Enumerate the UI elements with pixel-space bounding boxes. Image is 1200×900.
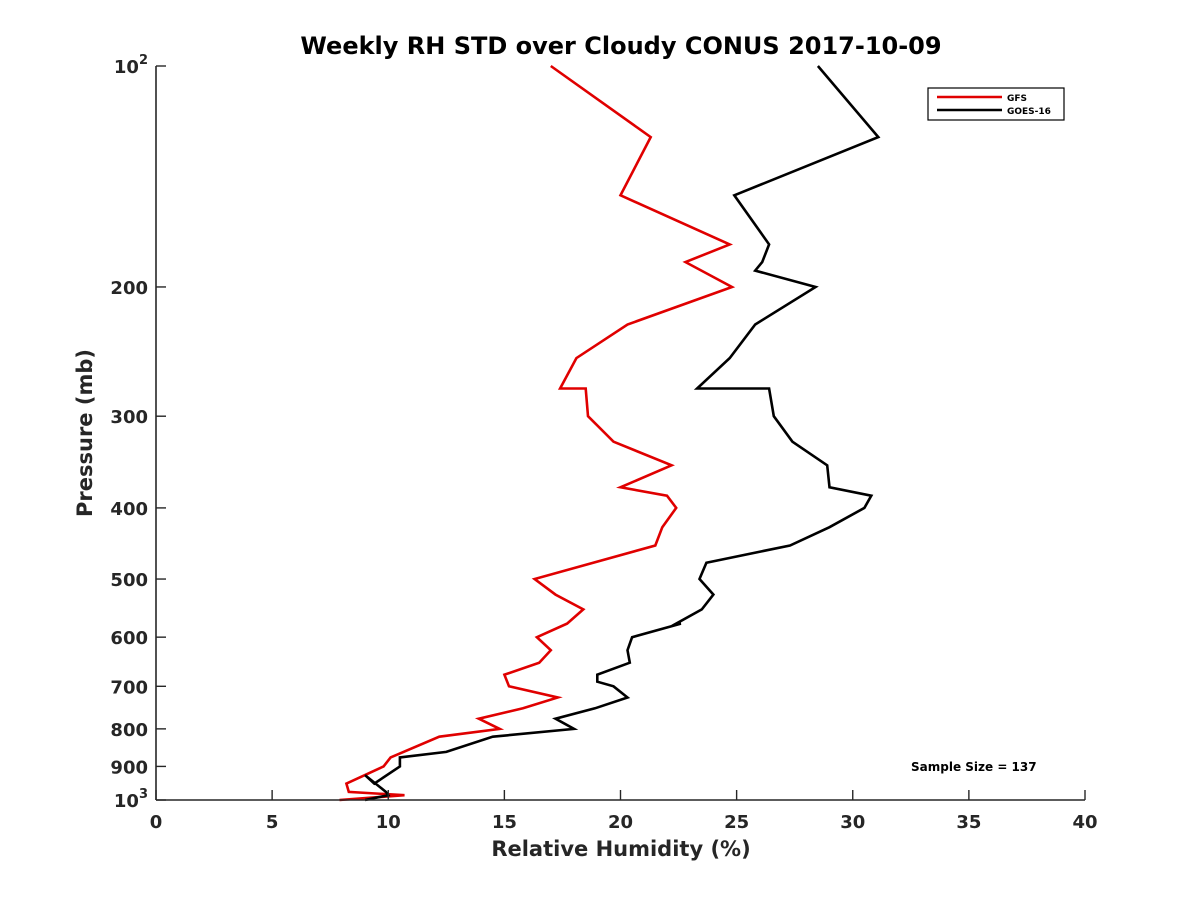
y-tick-label: 102: [114, 53, 148, 78]
y-tick-label: 600: [110, 628, 148, 649]
x-tick-label: 5: [266, 812, 279, 833]
y-tick-label: 103: [114, 787, 148, 812]
series-line-gfs: [339, 64, 736, 802]
legend-box: [927, 87, 1065, 121]
chart-title: Weekly RH STD over Cloudy CONUS 2017-10-…: [300, 32, 941, 60]
legend-label-gfs: GFS: [1007, 94, 1027, 104]
sample-size-annotation: Sample Size = 137: [911, 760, 1037, 774]
x-ticks: 0 5 10 15 20 25 30 35 40: [150, 790, 1098, 833]
y-tick-label: 700: [110, 677, 148, 698]
x-tick-label: 40: [1072, 812, 1097, 833]
y-tick-label: 800: [110, 720, 148, 741]
x-tick-label: 25: [724, 812, 749, 833]
y-tick-label: 500: [110, 570, 148, 591]
x-tick-label: 15: [492, 812, 517, 833]
y-tick-label: 200: [110, 278, 148, 299]
x-tick-label: 10: [376, 812, 401, 833]
y-axis-label: Pressure (mb): [73, 349, 97, 517]
y-tick-label: 900: [110, 757, 148, 778]
legend-label-goes16: GOES-16: [1007, 107, 1051, 117]
series-line-goes16: [364, 65, 881, 802]
x-tick-label: 0: [150, 812, 163, 833]
x-axis-label: Relative Humidity (%): [491, 837, 750, 861]
plot-lines: [339, 64, 881, 802]
legend: GFS GOES-16: [927, 87, 1065, 121]
x-tick-label: 35: [956, 812, 981, 833]
y-tick-label: 400: [110, 499, 148, 520]
y-ticks: 102 200 300 400 500 600 700 800 900 103: [110, 53, 166, 812]
y-tick-label: 300: [110, 407, 148, 428]
x-tick-label: 30: [840, 812, 865, 833]
x-tick-label: 20: [608, 812, 633, 833]
